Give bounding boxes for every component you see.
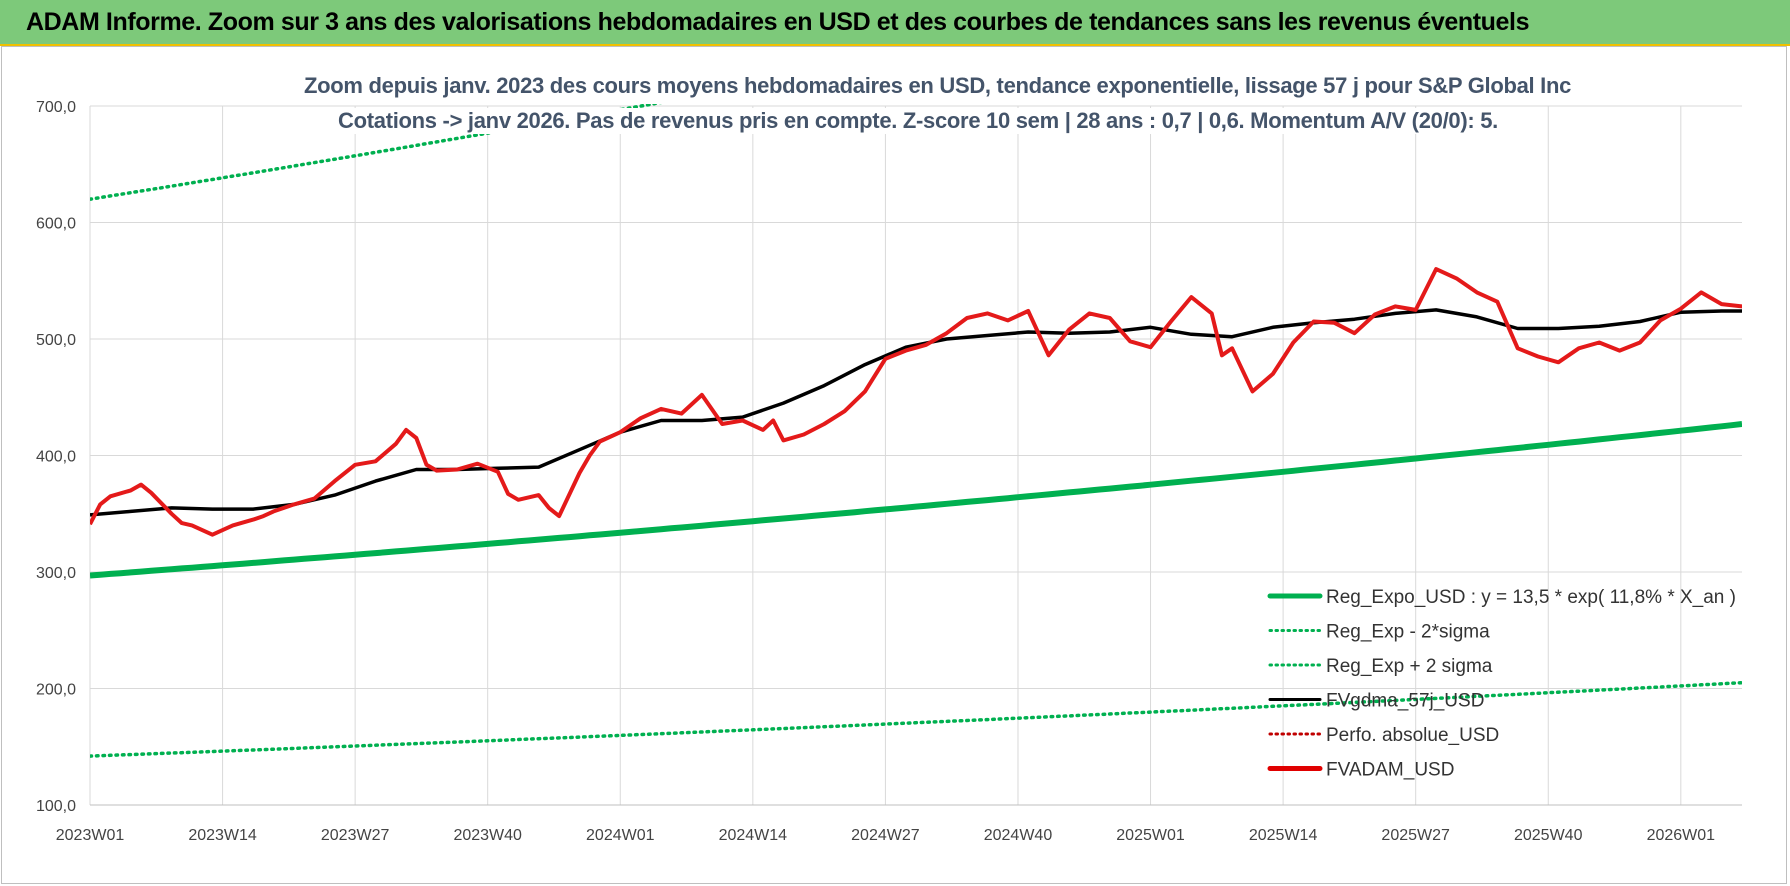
y-axis-ticks: 100,0 200,0 300,0 400,0 500,0 600,0 700,0 [36, 99, 76, 815]
legend-label: FVADAM_USD [1326, 760, 1454, 781]
x-tick-label: 2023W27 [321, 827, 390, 844]
chart-title-line2: Cotations -> janv 2026. Pas de revenus p… [334, 108, 1542, 134]
x-tick-label: 2023W14 [188, 827, 257, 844]
x-tick-label: 2026W01 [1647, 827, 1716, 844]
legend-label: Reg_Expo_USD : y = 13,5 * exp( 11,8% * X… [1326, 587, 1736, 608]
y-tick-label: 600,0 [36, 216, 76, 233]
legend-label: Perfo. absolue_USD [1326, 725, 1499, 746]
x-tick-label: 2025W01 [1116, 827, 1185, 844]
y-tick-label: 500,0 [36, 332, 76, 349]
gridlines [89, 105, 1742, 806]
page-title: ADAM Informe. Zoom sur 3 ans des valoris… [26, 8, 1530, 36]
y-tick-label: 100,0 [36, 798, 76, 815]
legend-label: Reg_Exp - 2*sigma [1326, 622, 1490, 643]
reg-plus-2sigma-line [90, 104, 663, 201]
legend: Reg_Expo_USD : y = 13,5 * exp( 11,8% * X… [1267, 587, 1736, 781]
x-tick-label: 2025W14 [1249, 827, 1318, 844]
fvadam-line [90, 267, 1742, 537]
chart-title-line1: Zoom depuis janv. 2023 des cours moyens … [300, 73, 1571, 99]
x-axis-ticks: 2023W01 2023W14 2023W27 2023W40 2024W01 2024W… [56, 827, 1715, 844]
fvgdma-57j-line [90, 308, 1742, 517]
x-tick-label: 2024W01 [586, 827, 655, 844]
x-tick-label: 2024W40 [984, 827, 1053, 844]
x-tick-label: 2024W27 [851, 827, 920, 844]
legend-label: FVgdma_57j_USD [1326, 691, 1484, 712]
x-tick-label: 2025W27 [1381, 827, 1450, 844]
y-tick-label: 200,0 [36, 682, 76, 699]
y-tick-label: 300,0 [36, 565, 76, 582]
reg-minus-2sigma-line [90, 680, 1742, 758]
x-tick-label: 2023W01 [56, 827, 125, 844]
x-tick-label: 2023W40 [453, 827, 522, 844]
y-tick-label: 700,0 [36, 99, 76, 116]
series-lines [90, 104, 1742, 758]
chart-frame [1, 46, 1787, 884]
reg-expo-line [90, 421, 1742, 579]
legend-label: Reg_Exp + 2 sigma [1326, 656, 1493, 677]
header-banner: ADAM Informe. Zoom sur 3 ans des valoris… [0, 0, 1790, 46]
x-tick-label: 2024W14 [719, 827, 788, 844]
x-tick-label: 2025W40 [1514, 827, 1583, 844]
y-tick-label: 400,0 [36, 449, 76, 466]
